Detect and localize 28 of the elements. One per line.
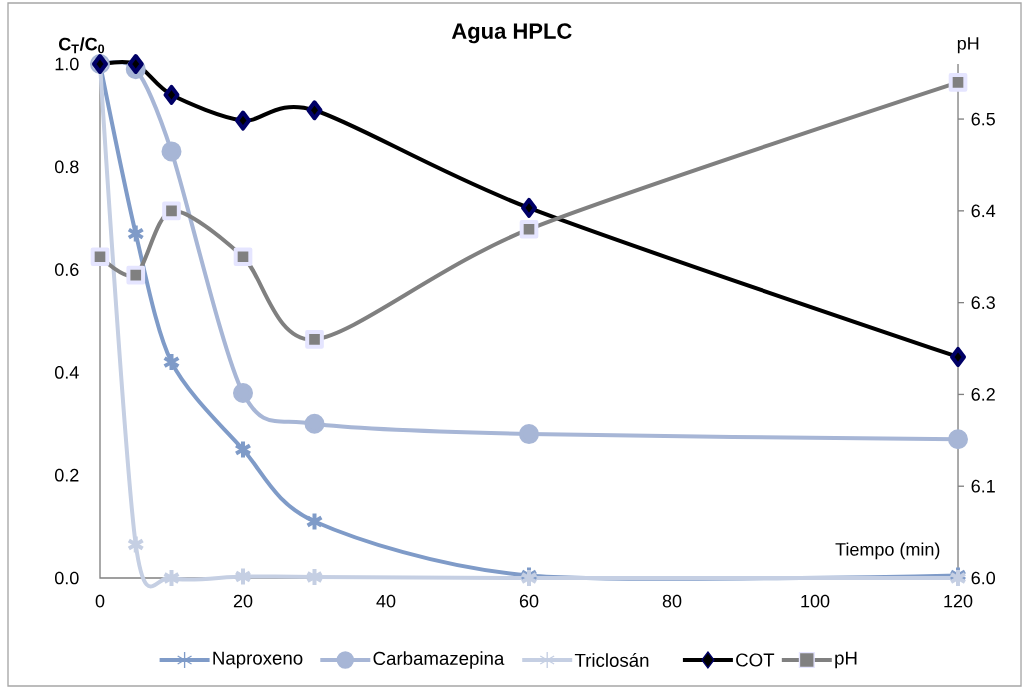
x-tick-label: 20 — [233, 594, 253, 608]
y-tick-label: 0.8 — [54, 160, 79, 174]
y-tick-label: 0.2 — [54, 468, 79, 482]
legend-label: Triclosán — [574, 653, 649, 667]
y2-tick-label: 6.2 — [971, 388, 995, 401]
legend-label: Naproxeno — [213, 651, 303, 669]
legend-label: pH — [835, 651, 857, 669]
y-tick-label: 0.6 — [54, 263, 79, 276]
y-tick-label: 1.0 — [55, 57, 79, 71]
chart-title: Agua HPLC — [451, 23, 572, 44]
y-tick-label: 0.0 — [54, 571, 79, 585]
x-tick-label: 120 — [944, 594, 973, 608]
x-axis-title: Tiempo (min) — [835, 542, 940, 560]
x-tick-label: 0 — [95, 594, 105, 608]
x-tick-label: 80 — [662, 594, 682, 608]
y-tick-label: 0.4 — [54, 366, 79, 379]
y2-tick-label: 6.4 — [971, 204, 996, 218]
y2-tick-label: 6.0 — [971, 571, 996, 585]
x-tick-label: 100 — [801, 594, 830, 608]
legend-label: COT — [736, 653, 775, 667]
y2-tick-label: 6.5 — [971, 112, 995, 126]
y-axis-title: C$_{T}$/C$_{0}$ — [59, 37, 105, 54]
x-tick-label: 40 — [376, 594, 396, 608]
y2-axis-title: pH — [957, 37, 979, 54]
x-tick-label: 60 — [519, 594, 539, 608]
legend-label: Carbamazepina — [373, 651, 505, 669]
y2-tick-label: 6.3 — [971, 296, 995, 310]
y2-tick-label: 6.1 — [971, 479, 995, 493]
